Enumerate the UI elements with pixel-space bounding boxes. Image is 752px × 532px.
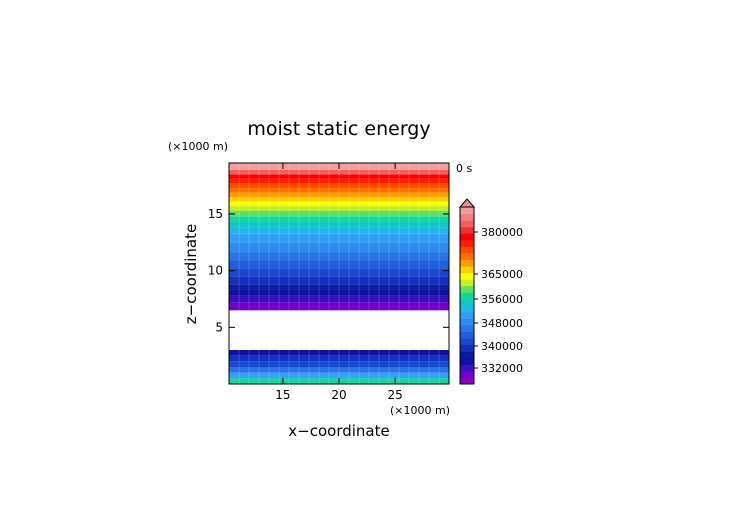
heatmap-band-13	[229, 252, 449, 261]
heatmap-band-20	[229, 206, 449, 211]
colorbar-swatch	[460, 331, 474, 339]
grid-lines	[238, 163, 440, 384]
colorbar-tick-label: 356000	[481, 293, 523, 306]
heatmap-band-10	[229, 276, 449, 285]
heatmap-band-8	[229, 289, 449, 296]
heatmap-band-24	[229, 187, 449, 193]
y-tick-label: 5	[215, 320, 223, 334]
colorbar: 380000 365000 356000 348000 340000 332000	[458, 198, 523, 385]
colorbar-tick-label: 365000	[481, 268, 523, 281]
colorbar-swatch	[460, 325, 474, 333]
colorbar-swatch	[460, 298, 474, 306]
colorbar-swatch	[460, 318, 474, 326]
x-tick-label: 25	[387, 388, 402, 402]
colorbar-swatch	[460, 377, 474, 385]
colorbar-swatch	[460, 259, 474, 267]
heatmap-band-1	[229, 372, 449, 379]
colorbar-swatch	[460, 213, 474, 221]
colorbar-swatch	[460, 246, 474, 254]
x-unit-label: (×1000 m)	[390, 404, 450, 417]
y-axis-label: z−coordinate	[182, 224, 200, 324]
colorbar-swatch	[460, 279, 474, 287]
colorbar-extend-arrow	[458, 198, 476, 208]
y-tick-label: 10	[208, 264, 223, 278]
y-axis-ticks: 5 10 15	[208, 207, 449, 334]
colorbar-swatch	[460, 305, 474, 313]
x-tick-label: 15	[275, 388, 290, 402]
heatmap-band-12	[229, 260, 449, 269]
y-unit-label: (×1000 m)	[168, 140, 228, 153]
colorbar-swatch	[460, 311, 474, 319]
heatmap-band-21	[229, 201, 449, 207]
heatmap-band-2	[229, 367, 449, 373]
colorbar-swatch	[460, 351, 474, 359]
colorbar-swatch	[460, 292, 474, 300]
x-axis-label: x−coordinate	[288, 422, 389, 440]
colorbar-tick-label: 340000	[481, 340, 523, 353]
colorbar-swatch	[460, 357, 474, 365]
heatmap-band-5	[229, 350, 449, 356]
heatmap-band-4	[229, 355, 449, 362]
heatmap-band-7	[229, 295, 449, 303]
colorbar-swatch	[460, 364, 474, 372]
heatmap-band-22	[229, 197, 449, 202]
colorbar-swatch	[460, 272, 474, 280]
colorbar-swatch	[460, 233, 474, 241]
heatmap-band-6	[229, 302, 449, 311]
colorbar-swatch	[460, 252, 474, 260]
colorbar-swatch	[460, 338, 474, 346]
chart-title: moist static energy	[247, 118, 430, 140]
colorbar-swatch	[460, 226, 474, 234]
x-tick-label: 20	[331, 388, 346, 402]
heatmap-band-15	[229, 233, 449, 243]
colorbar-swatch	[460, 285, 474, 293]
heatmap-band-17	[229, 221, 449, 228]
time-label: 0 s	[456, 162, 472, 175]
x-axis-ticks: 15 20 25	[275, 163, 403, 402]
y-tick-label: 15	[208, 207, 223, 221]
heatmap-band-3	[229, 361, 449, 367]
colorbar-tick-label: 380000	[481, 226, 523, 239]
colorbar-tick-label: 332000	[481, 362, 523, 375]
heatmap-band-9	[229, 284, 449, 290]
colorbar-swatch	[460, 220, 474, 228]
colorbar-swatch	[460, 239, 474, 247]
heatmap-band-23	[229, 192, 449, 197]
colorbar-swatch	[460, 370, 474, 378]
heatmap-band-16	[229, 227, 449, 234]
colorbar-tick-label: 348000	[481, 317, 523, 330]
heatmap-band-27	[229, 174, 449, 179]
colorbar-swatch	[460, 344, 474, 352]
heatmap-band-18	[229, 216, 449, 222]
heatmap-band-14	[229, 242, 449, 253]
heatmap-band-19	[229, 210, 449, 217]
heatmap-band-11	[229, 268, 449, 277]
heatmap-band-26	[229, 178, 449, 184]
colorbar-swatch	[460, 207, 474, 215]
heatmap-band-25	[229, 183, 449, 188]
heatmap-band-28	[229, 169, 449, 175]
colorbar-swatch	[460, 266, 474, 274]
